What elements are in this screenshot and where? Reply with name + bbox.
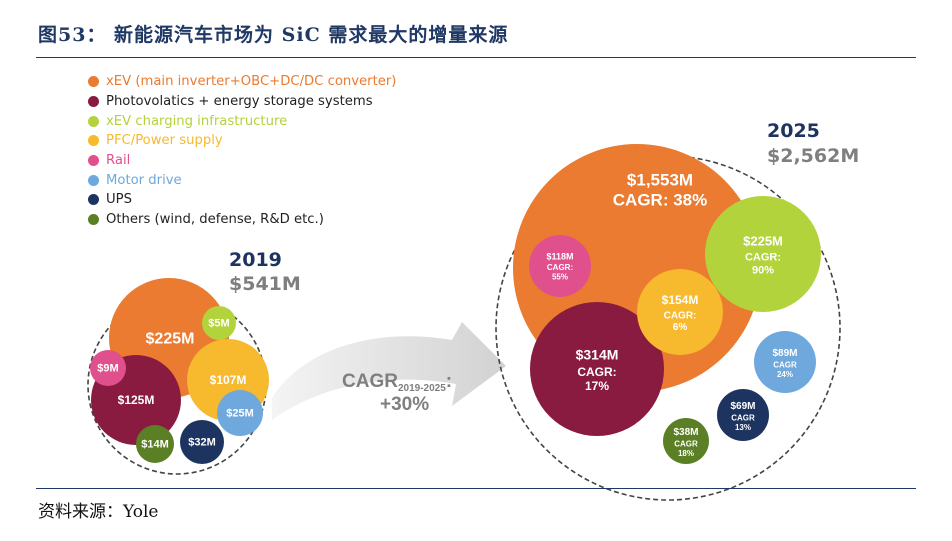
legend-dot [88,135,99,147]
bubble-label-2025-xev-main-inverter-ob-cagr: CAGR: 38% [613,191,707,210]
legend-item-ups: UPS [88,190,396,210]
bubble-label-2025-ups-cagr: 13% [735,423,751,432]
year-2025-total: $2,562M [767,145,859,167]
bubble-label-2019-pfc-power-supply-value: $107M [210,373,247,387]
legend-label: xEV charging infrastructure [106,113,288,129]
cagr-growth-value: +30% [380,394,429,415]
bubble-label-2025-others-wind-defense--value: $38M [673,427,698,438]
bubble-label-2025-ups-value: $69M [730,401,755,412]
bubble-label-2019-ups-value: $32M [188,437,216,449]
bubble-2025-pfc-power-supply [637,269,723,355]
bubble-label-2025-xev-charging-infrast-cagr: CAGR: [745,252,781,264]
legend-dot [88,76,99,88]
legend-dot [88,174,99,186]
bottom-rule [36,488,916,489]
legend-item-others-wind-defense-r-d-etc: Others (wind, defense, R&D etc.) [88,210,396,230]
legend-item-motor-drive: Motor drive [88,170,396,190]
bubble-label-2025-others-wind-defense--cagr: CAGR [674,440,698,449]
bubble-group-2019: $225M $125M $5M $107M $9M $25M $32M $14M [87,278,269,475]
legend-label: UPS [106,192,132,208]
bubble-label-2019-xev-main-inverter-ob-value: $225M [146,330,195,347]
bubble-2019-ups [180,420,224,464]
legend-label: Photovolatics + energy storage systems [106,94,373,110]
bubble-label-2025-motor-drive-cagr: CAGR [773,361,797,370]
legend-item-xev-main-inverter-obc-dc-dc-converter: xEV (main inverter+OBC+DC/DC converter) [88,72,396,92]
bubble-2019-motor-drive [217,390,263,436]
bubble-label-2019-motor-drive-value: $25M [226,408,254,420]
growth-arrow [272,322,506,420]
bubble-label-2019-xev-charging-infrast-value: $5M [208,318,229,330]
bubble-label-2025-photovolatics-energy-cagr: CAGR: [577,365,616,379]
bubble-2019-others-wind-defense-r-d- [136,425,174,463]
source-note: 资料来源：Yole [38,502,159,522]
bubble-label-2025-ups-cagr: CAGR [731,414,755,423]
bubble-2025-others-wind-defense-r-d- [663,418,709,464]
bubble-2019-xev-charging-infrastruct [202,306,236,340]
legend-dot [88,155,99,167]
legend-label: Rail [106,153,131,169]
bubble-label-2025-motor-drive-value: $89M [772,348,797,359]
legend-label: PFC/Power supply [106,133,223,149]
bubble-label-2025-xev-charging-infrast-cagr: 90% [752,265,774,277]
legend-item-rail: Rail [88,151,396,171]
legend-item-photovolatics-energy-storage-systems: Photovolatics + energy storage systems [88,92,396,112]
bubble-label-2025-photovolatics-energy-value: $314M [576,347,619,363]
legend-label: Motor drive [106,172,182,188]
bubble-label-2019-others-wind-defense--value: $14M [141,439,169,451]
bubble-2025-ups [717,389,769,441]
bubble-label-2025-others-wind-defense--cagr: 18% [678,449,694,458]
legend-label: xEV (main inverter+OBC+DC/DC converter) [106,74,397,90]
bubble-2025-photovolatics-energy-sto [530,302,664,436]
year-2025-label: 2025 [767,120,820,142]
legend-dot [88,96,99,108]
legend-dot [88,194,99,206]
legend-dot [88,115,99,127]
legend-item-pfc-power-supply: PFC/Power supply [88,131,396,151]
bubble-label-2025-rail-value: $118M [546,252,573,262]
legend-dot [88,214,99,226]
bubble-label-2025-xev-charging-infrast-value: $225M [743,233,783,248]
figure-title: 图53： 新能源汽车市场为 SiC 需求最大的增量来源 [38,24,509,46]
cagr-growth-label: CAGR2019-2025: [342,371,452,394]
year-2019-label: 2019 [229,249,282,271]
bubble-label-2025-rail-cagr: 55% [552,273,568,282]
legend: xEV (main inverter+OBC+DC/DC converter) P… [88,72,396,230]
top-rule [36,57,916,58]
bubble-label-2025-pfc-power-supply-cagr: 6% [673,322,688,333]
legend-item-xev-charging-infrastructure: xEV charging infrastructure [88,111,396,131]
bubble-label-2019-photovolatics-energy-value: $125M [118,393,155,407]
bubble-label-2025-motor-drive-cagr: 24% [777,370,793,379]
bubble-2025-xev-charging-infrastruct [705,196,821,312]
year-2019-total: $541M [229,273,301,295]
legend-label: Others (wind, defense, R&D etc.) [106,212,324,228]
bubble-2025-rail [529,235,591,297]
bubble-label-2025-xev-main-inverter-ob-value: $1,553M [627,171,693,190]
bubble-label-2025-rail-cagr: CAGR: [547,263,573,272]
bubble-2019-rail [90,350,126,386]
bubble-label-2019-rail-value: $9M [97,363,118,375]
bubble-label-2025-pfc-power-supply-value: $154M [662,293,699,307]
bubble-label-2025-pfc-power-supply-cagr: CAGR: [664,310,697,321]
bubble-2025-motor-drive [754,331,816,393]
bubble-label-2025-photovolatics-energy-cagr: 17% [585,379,609,393]
